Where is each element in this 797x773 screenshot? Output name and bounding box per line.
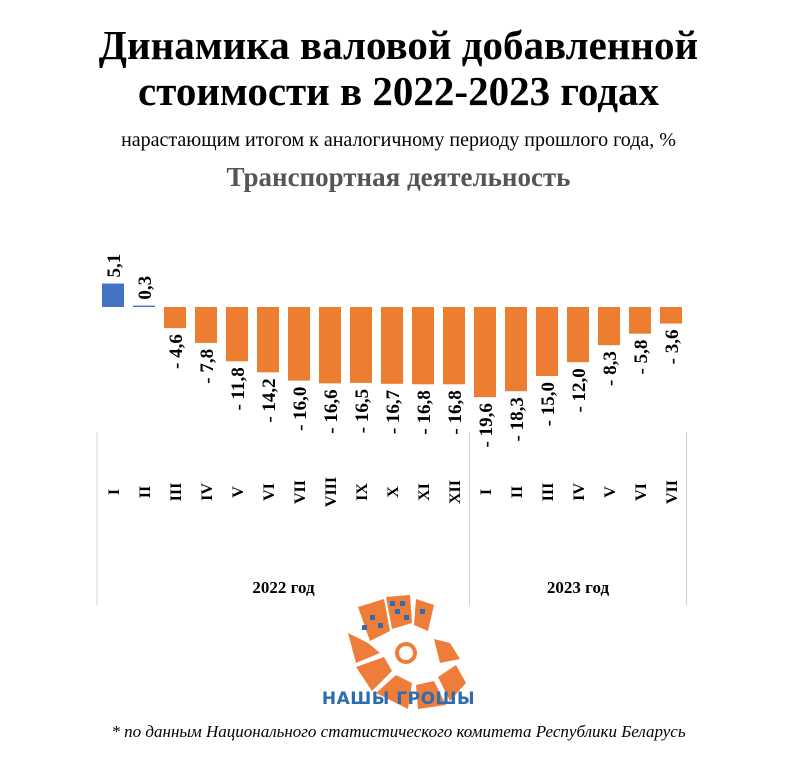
value-label-18: - 3,6 (662, 330, 683, 365)
category-label-10: XI (416, 483, 433, 501)
value-label-7: - 16,6 (321, 389, 342, 433)
bar-1 (133, 305, 155, 307)
value-label-2: - 4,6 (166, 334, 187, 369)
value-label-3: - 7,8 (197, 349, 218, 384)
value-label-0: 5,1 (104, 254, 125, 278)
category-label-7: VIII (323, 477, 340, 507)
bar-16 (598, 307, 620, 346)
value-label-11: - 16,8 (445, 390, 466, 434)
value-label-12: - 19,6 (476, 403, 497, 447)
group-label-1: 2023 год (547, 578, 610, 597)
bar-4 (226, 307, 248, 362)
category-label-0: I (106, 489, 123, 495)
bar-14 (536, 307, 558, 376)
category-label-9: X (385, 486, 402, 498)
category-label-5: VI (261, 483, 278, 501)
value-label-8: - 16,5 (352, 389, 373, 433)
value-label-4: - 11,8 (228, 367, 249, 410)
value-label-14: - 15,0 (538, 382, 559, 426)
bar-3 (195, 307, 217, 343)
bar-6 (288, 307, 310, 381)
footnote: * по данным Национального статистическог… (111, 722, 686, 741)
logo-coin (395, 642, 417, 664)
logo-segment-7 (438, 665, 466, 701)
bar-12 (474, 307, 496, 398)
category-label-16: V (602, 486, 619, 498)
bar-9 (381, 307, 403, 384)
bar-0 (102, 283, 124, 307)
bar-5 (257, 307, 279, 373)
value-label-13: - 18,3 (507, 397, 528, 441)
category-label-8: IX (354, 483, 371, 501)
category-label-15: IV (571, 483, 588, 501)
chart-title: Динамика валовой добавленной стоимости в… (0, 22, 797, 114)
bar-13 (505, 307, 527, 392)
value-label-15: - 12,0 (569, 368, 590, 412)
category-label-12: I (478, 489, 495, 495)
logo-segment-6 (416, 681, 446, 709)
category-label-3: IV (199, 483, 216, 501)
logo-segment-4 (356, 657, 392, 691)
group-label-0: 2022 год (252, 578, 315, 597)
bar-11 (443, 307, 465, 385)
value-label-1: 0,3 (135, 276, 156, 300)
category-label-17: VI (633, 483, 650, 501)
category-label-11: XII (447, 480, 464, 504)
title-line-2: стоимости в 2022-2023 годах (138, 68, 659, 114)
category-label-14: III (540, 483, 557, 502)
logo-segment-9 (414, 599, 434, 631)
value-label-5: - 14,2 (259, 378, 280, 422)
value-label-16: - 8,3 (600, 351, 621, 386)
title-line-1: Динамика валовой добавленной (98, 22, 699, 68)
category-label-18: VII (664, 480, 681, 504)
bar-2 (164, 307, 186, 329)
category-label-13: II (509, 486, 526, 498)
section-title: Транспортная деятельность (226, 162, 571, 192)
value-label-6: - 16,0 (290, 387, 311, 431)
bar-7 (319, 307, 341, 384)
category-label-2: III (168, 483, 185, 502)
bar-8 (350, 307, 372, 383)
value-label-17: - 5,8 (631, 340, 652, 375)
nashy-groshy-logo (348, 595, 466, 709)
bar-18 (660, 307, 682, 324)
category-label-4: V (230, 486, 247, 498)
chart-subtitle: нарастающим итогом к аналогичному период… (121, 129, 676, 151)
category-label-1: II (137, 486, 154, 498)
bar-10 (412, 307, 434, 385)
bar-17 (629, 307, 651, 334)
value-label-10: - 16,8 (414, 390, 435, 434)
bar-15 (567, 307, 589, 363)
logo-segment-8 (434, 639, 460, 663)
logo-brand-text: НАШЫ ГРОШЫ (321, 689, 476, 709)
logo-segment-3 (348, 633, 380, 663)
value-label-9: - 16,7 (383, 389, 404, 434)
category-label-6: VII (292, 480, 309, 504)
logo-segment-5 (376, 675, 412, 709)
